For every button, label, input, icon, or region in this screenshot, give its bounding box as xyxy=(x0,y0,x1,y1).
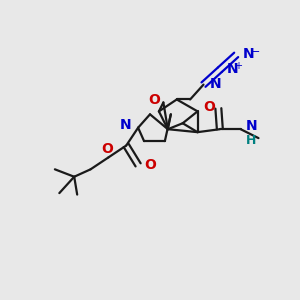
Text: O: O xyxy=(101,142,113,156)
Text: +: + xyxy=(234,61,242,71)
Text: N: N xyxy=(210,77,222,91)
Text: −: − xyxy=(250,47,260,57)
Text: O: O xyxy=(203,100,215,114)
Text: N: N xyxy=(246,119,258,133)
Text: H: H xyxy=(246,134,256,147)
Text: O: O xyxy=(145,158,157,172)
Text: N: N xyxy=(120,118,132,132)
Text: O: O xyxy=(148,93,160,107)
Text: N: N xyxy=(226,62,238,76)
Text: N: N xyxy=(243,47,254,61)
